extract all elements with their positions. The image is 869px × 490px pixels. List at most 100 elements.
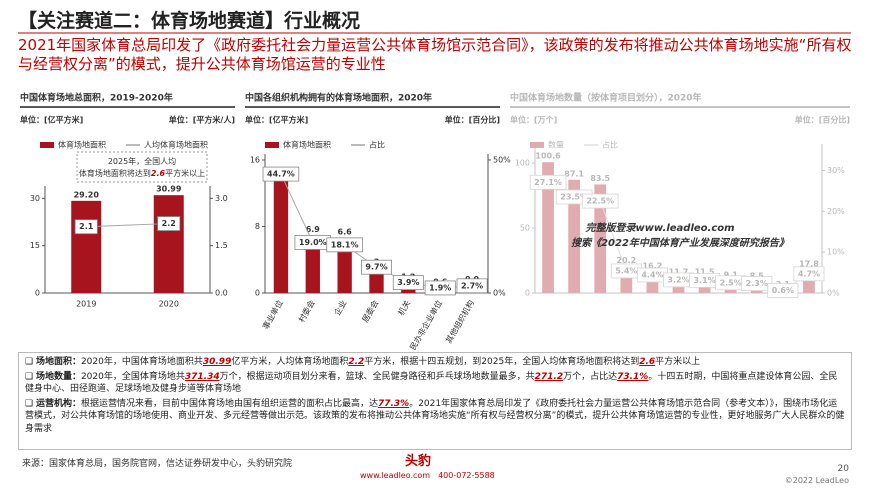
label-box xyxy=(741,276,773,292)
watermark-line: 完整版登录www.leadleo.com xyxy=(585,222,734,234)
bullet-text: 根据运营情况来看，目前中国体育场地由国有组织运营的面积占比最高，达 xyxy=(80,398,378,409)
x-tick-label: 2020 xyxy=(159,300,179,309)
bar xyxy=(803,269,815,293)
bar xyxy=(153,195,184,293)
data-label: 27.1% xyxy=(534,178,562,187)
data-label: 2.5% xyxy=(720,278,742,287)
legend-label: 体育场地面积 xyxy=(283,140,331,150)
y2-tick-label: 1.5 xyxy=(215,241,228,250)
label-box xyxy=(636,267,668,283)
legend-swatch xyxy=(40,142,54,148)
legend-swatch xyxy=(265,142,279,148)
bar xyxy=(620,266,633,293)
data-label: 0.6% xyxy=(772,286,794,295)
data-label: 100.6 xyxy=(535,152,561,161)
bar xyxy=(646,271,659,293)
x-tick-label: 其他组织机构 xyxy=(443,298,476,345)
watermark-line: 搜索《2022年中国体育产业发展深度研究报告》 xyxy=(571,237,789,249)
y-tick-label: 15 xyxy=(30,241,40,250)
data-label: 18.1% xyxy=(331,240,359,249)
label-box xyxy=(74,219,98,235)
y2-tick-label: 0% xyxy=(827,289,840,298)
label-box xyxy=(715,275,747,291)
data-label: 2.3% xyxy=(746,279,768,288)
label-box xyxy=(555,189,593,205)
chart-title: 中国体育场地总面积，2019-2020年 xyxy=(20,92,173,104)
data-label: 44.7% xyxy=(267,170,295,179)
bullet-text: 2020年，全国体育场地共 xyxy=(80,371,185,382)
bullet-label: 运营机构： xyxy=(35,398,81,409)
highlight: 77.3% xyxy=(377,398,410,409)
y-tick-label: 8 xyxy=(255,222,260,231)
data-label: 9.7% xyxy=(365,263,387,272)
bar xyxy=(672,277,685,293)
y2-tick-label: 0% xyxy=(493,289,506,298)
data-label: 3.2% xyxy=(667,275,689,284)
data-label: 83.5 xyxy=(590,174,610,183)
data-label: 16.2 xyxy=(643,261,663,270)
legend-label: 体育场地面积 xyxy=(58,140,106,150)
highlight: 73.1% xyxy=(617,371,649,382)
y2-tick-label: 20% xyxy=(827,207,845,216)
page-number: 20 xyxy=(837,464,849,474)
x-tick-label: 居委会 xyxy=(360,298,381,324)
legend-label: 数量 xyxy=(548,140,564,150)
y-tick-label: 0 xyxy=(35,289,40,298)
y-tick-label: 100 xyxy=(515,159,530,168)
highlight: 2.2 xyxy=(348,357,365,367)
y2-tick-label: 30% xyxy=(827,166,845,175)
legend-label: 占比 xyxy=(602,140,618,150)
data-label: 3.1% xyxy=(693,276,715,285)
highlight: 2.6 xyxy=(639,357,656,367)
data-label: 22.5% xyxy=(586,197,614,206)
label-box xyxy=(157,216,181,231)
url: www.leadleo.com xyxy=(360,471,431,480)
data-label: 5.4% xyxy=(615,266,637,275)
data-label: 11.7 xyxy=(669,267,689,276)
bullet-text: 2020年，中国体育场地面积共 xyxy=(80,357,203,367)
data-label: 3.9% xyxy=(397,278,419,287)
line xyxy=(86,223,169,228)
data-label: 19.0% xyxy=(299,238,327,247)
y2-tick-label: 0.0 xyxy=(215,289,228,298)
data-label: 1.9% xyxy=(429,283,451,292)
y-tick-label: 30 xyxy=(30,194,40,203)
label-box xyxy=(610,263,642,279)
bar xyxy=(305,235,320,293)
label-box xyxy=(529,174,567,190)
label-box xyxy=(392,275,424,291)
label-box xyxy=(262,166,300,182)
y-tick-label: 16 xyxy=(250,156,260,165)
data-label: 87.1 xyxy=(564,169,584,178)
label-box xyxy=(581,193,619,209)
bullet-text: 万个，根据运动项目划分来看，篮球、全民健身路径和乒乓球场地数量最多，共 xyxy=(219,371,535,382)
data-label: 23.5% xyxy=(560,192,588,201)
annotation-box xyxy=(76,151,208,183)
bullet-text: 。2021年国家体育总局印发了《政府委托社会力量运营公共体育场馆示范合同（参考文… xyxy=(25,398,845,434)
unit-left: 单位：[亿平方米] xyxy=(20,115,83,125)
label-box xyxy=(456,278,488,294)
bullet-text: 万个，占比达 xyxy=(563,371,618,382)
legend-label: 占比 xyxy=(369,140,385,150)
unit-right: 单位：[平方米/人] xyxy=(169,115,235,125)
data-label: 11.5 xyxy=(695,268,715,277)
data-label: 29.20 xyxy=(74,190,100,199)
data-label: 20.2 xyxy=(616,256,636,265)
data-label: 9.1 xyxy=(724,271,739,280)
legend-label: 人均体育场地面积 xyxy=(144,140,208,150)
x-tick-label: 机关 xyxy=(396,298,413,317)
page-subtitle: 2021年国家体育总局印发了《政府委托社会力量运营公共体育场馆示范合同》，该政策… xyxy=(18,36,852,73)
x-tick-label: 2019 xyxy=(76,300,96,309)
annotation: 2025年，全国人均 xyxy=(108,156,176,166)
logo: 头豹 xyxy=(405,454,432,469)
bullet-text: 亿平方米，人均体育场地面积 xyxy=(231,357,349,367)
chart-title: 中国各组织机构拥有的体育场地面积，2020年 xyxy=(245,92,432,104)
highlight: 371.34 xyxy=(184,371,220,382)
annotation: 体育场地面积将达到2.6平方米以上 xyxy=(79,168,205,178)
bar xyxy=(750,281,763,293)
bullet-label: 场地数量： xyxy=(35,371,81,382)
bullet-text: 平方米以上 xyxy=(655,357,701,367)
y2-tick-label: 10% xyxy=(827,248,845,257)
